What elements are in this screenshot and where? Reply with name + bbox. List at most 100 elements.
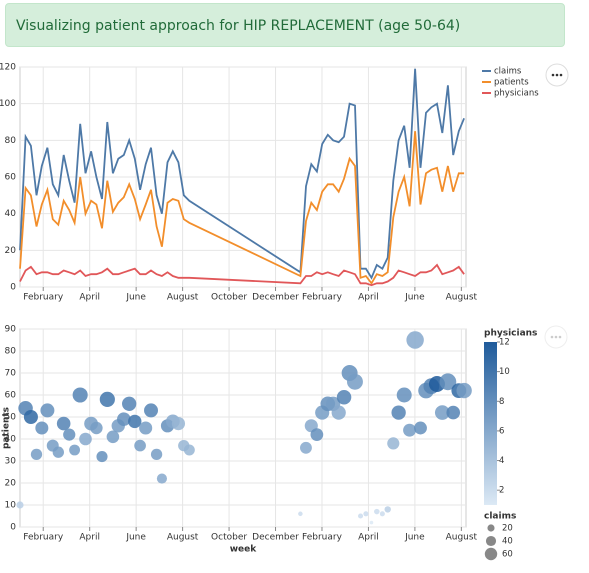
legend-label: physicians <box>494 89 539 99</box>
point <box>310 428 324 441</box>
x-tick-label: February <box>23 533 64 543</box>
y-tick-label: 0 <box>10 523 16 533</box>
x-tick-label: April <box>79 293 100 303</box>
point <box>406 331 424 349</box>
y-tick-label: 90 <box>5 325 17 335</box>
y-tick-label: 120 <box>0 63 16 73</box>
line <box>19 263 465 287</box>
y-tick-label: 40 <box>5 209 17 219</box>
x-tick-label: February <box>302 533 343 543</box>
x-tick-label: June <box>125 533 146 543</box>
point <box>171 417 186 431</box>
point <box>456 382 472 399</box>
size-label: 60 <box>502 550 513 560</box>
size-label: 20 <box>502 524 513 534</box>
point <box>69 444 81 456</box>
x-tick-label: October <box>211 533 247 543</box>
point <box>96 451 108 463</box>
y-tick-label: 100 <box>0 99 16 109</box>
point <box>358 513 364 519</box>
point <box>391 405 406 420</box>
color-legend-title: physicians <box>484 329 537 339</box>
point <box>72 387 88 403</box>
dot[interactable] <box>554 335 558 339</box>
legend-label: patients <box>494 78 529 88</box>
x-tick-label: August <box>167 293 199 303</box>
y-tick-label: 60 <box>5 391 17 401</box>
line <box>19 131 465 285</box>
point <box>56 416 71 431</box>
point <box>128 414 142 429</box>
color-tick-label: 6 <box>499 426 504 436</box>
point <box>40 403 55 418</box>
x-tick-label: June <box>404 533 425 543</box>
color-tick-label: 12 <box>499 338 510 348</box>
x-axis-title: week <box>230 545 258 555</box>
point <box>52 446 64 458</box>
size-swatch <box>485 535 497 547</box>
point <box>363 511 369 517</box>
y-tick-label: 80 <box>5 136 17 146</box>
banner: Visualizing patient approach for HIP REP… <box>5 3 565 47</box>
y-tick-label: 80 <box>5 347 17 357</box>
size-label: 40 <box>502 537 513 547</box>
y-tick-label: 20 <box>5 246 17 256</box>
x-tick-label: February <box>23 293 64 303</box>
point <box>369 520 374 525</box>
point <box>414 421 427 435</box>
size-legend-title: claims <box>484 512 516 522</box>
color-tick-label: 8 <box>499 397 504 407</box>
point <box>35 421 49 435</box>
x-tick-label: June <box>125 293 146 303</box>
point <box>396 387 412 403</box>
point <box>298 511 303 517</box>
color-tick-label: 10 <box>499 367 510 377</box>
legend-label: claims <box>494 67 522 77</box>
line <box>19 68 465 280</box>
point <box>379 511 385 517</box>
point <box>183 444 195 456</box>
point <box>434 405 450 420</box>
x-tick-label: February <box>302 293 343 303</box>
point <box>16 501 24 509</box>
x-tick-label: October <box>211 293 247 303</box>
point <box>300 441 312 454</box>
dot[interactable] <box>551 73 555 77</box>
point <box>446 405 461 420</box>
point <box>63 428 76 441</box>
y-tick-label: 10 <box>5 501 17 511</box>
point <box>374 508 380 515</box>
menu-button[interactable] <box>545 63 569 87</box>
x-tick-label: August <box>446 533 478 543</box>
y-tick-label: 50 <box>5 413 17 423</box>
y-tick-label: 40 <box>5 435 17 445</box>
y-tick-label: 0 <box>10 283 16 293</box>
y-axis-title: patients <box>2 407 12 449</box>
dot[interactable] <box>559 73 563 77</box>
x-tick-label: August <box>167 533 199 543</box>
x-tick-label: August <box>446 293 478 303</box>
point <box>30 448 43 461</box>
point <box>23 409 38 425</box>
point <box>331 405 346 420</box>
color-tick-label: 4 <box>499 456 504 466</box>
point <box>150 448 163 461</box>
point <box>90 421 103 435</box>
point <box>139 421 153 435</box>
point <box>106 430 120 444</box>
menu-button[interactable] <box>544 325 568 349</box>
y-tick-label: 20 <box>5 479 17 489</box>
y-tick-label: 70 <box>5 369 17 379</box>
point <box>144 403 158 418</box>
point <box>156 473 167 484</box>
size-swatch <box>487 524 495 532</box>
point <box>403 423 417 437</box>
point <box>79 432 92 446</box>
point <box>347 373 363 390</box>
dot[interactable] <box>550 335 554 339</box>
dot[interactable] <box>558 335 562 339</box>
dot[interactable] <box>555 73 559 77</box>
y-tick-label: 30 <box>5 457 17 467</box>
